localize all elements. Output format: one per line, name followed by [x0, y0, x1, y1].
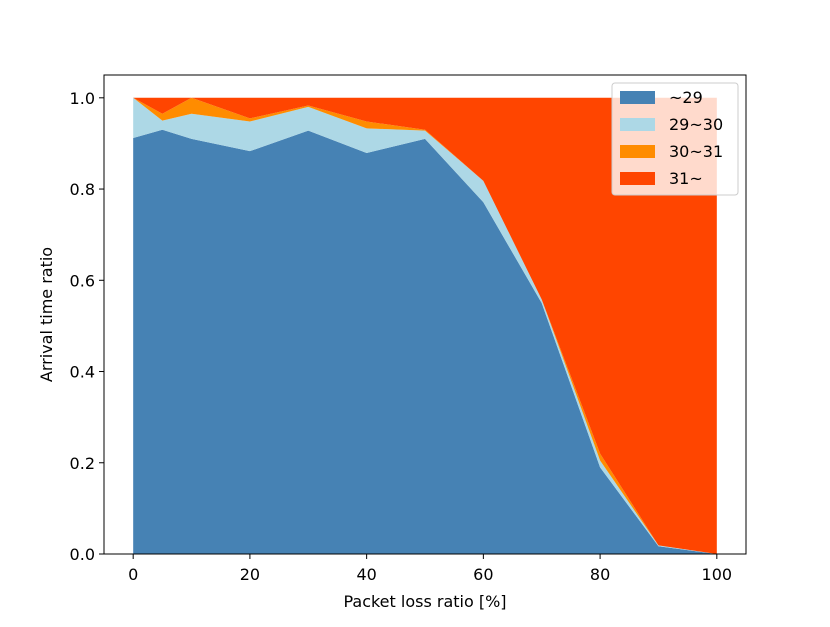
legend-swatch: [620, 91, 655, 104]
legend-swatch: [620, 172, 655, 185]
y-axis: 0.0 0.2 0.4 0.6 0.8 1.0: [70, 89, 104, 564]
y-tick-label: 1.0: [70, 89, 95, 108]
x-tick-label: 100: [702, 565, 733, 584]
legend-label: 31~: [669, 169, 703, 188]
area-series-1: [133, 129, 717, 555]
plot-frame: [103, 74, 747, 555]
y-tick-label: 0.6: [70, 271, 95, 290]
y-tick-label: 0.4: [70, 363, 95, 382]
legend-swatch: [620, 118, 655, 131]
x-axis-label: Packet loss ratio [%]: [343, 592, 506, 611]
x-tick-label: 20: [240, 565, 260, 584]
y-tick-label: 0.8: [70, 180, 95, 199]
legend: ~29 29~30 30~31 31~: [611, 82, 739, 196]
x-tick-label: 80: [590, 565, 610, 584]
y-tick-label: 0.0: [70, 545, 95, 564]
x-axis: 0 20 40 60 80 100: [128, 554, 732, 584]
x-tick-label: 0: [128, 565, 138, 584]
stacked-areas: [133, 97, 717, 555]
y-tick-label: 0.2: [70, 454, 95, 473]
area-series-4: [133, 97, 717, 554]
legend-swatch: [620, 145, 655, 158]
legend-label: ~29: [669, 88, 703, 107]
legend-label: 29~30: [669, 115, 723, 134]
legend-label: 30~31: [669, 142, 723, 161]
y-axis-label: Arrival time ratio: [37, 247, 56, 382]
x-tick-label: 60: [473, 565, 493, 584]
legend-box: [611, 82, 739, 196]
x-tick-label: 40: [356, 565, 376, 584]
